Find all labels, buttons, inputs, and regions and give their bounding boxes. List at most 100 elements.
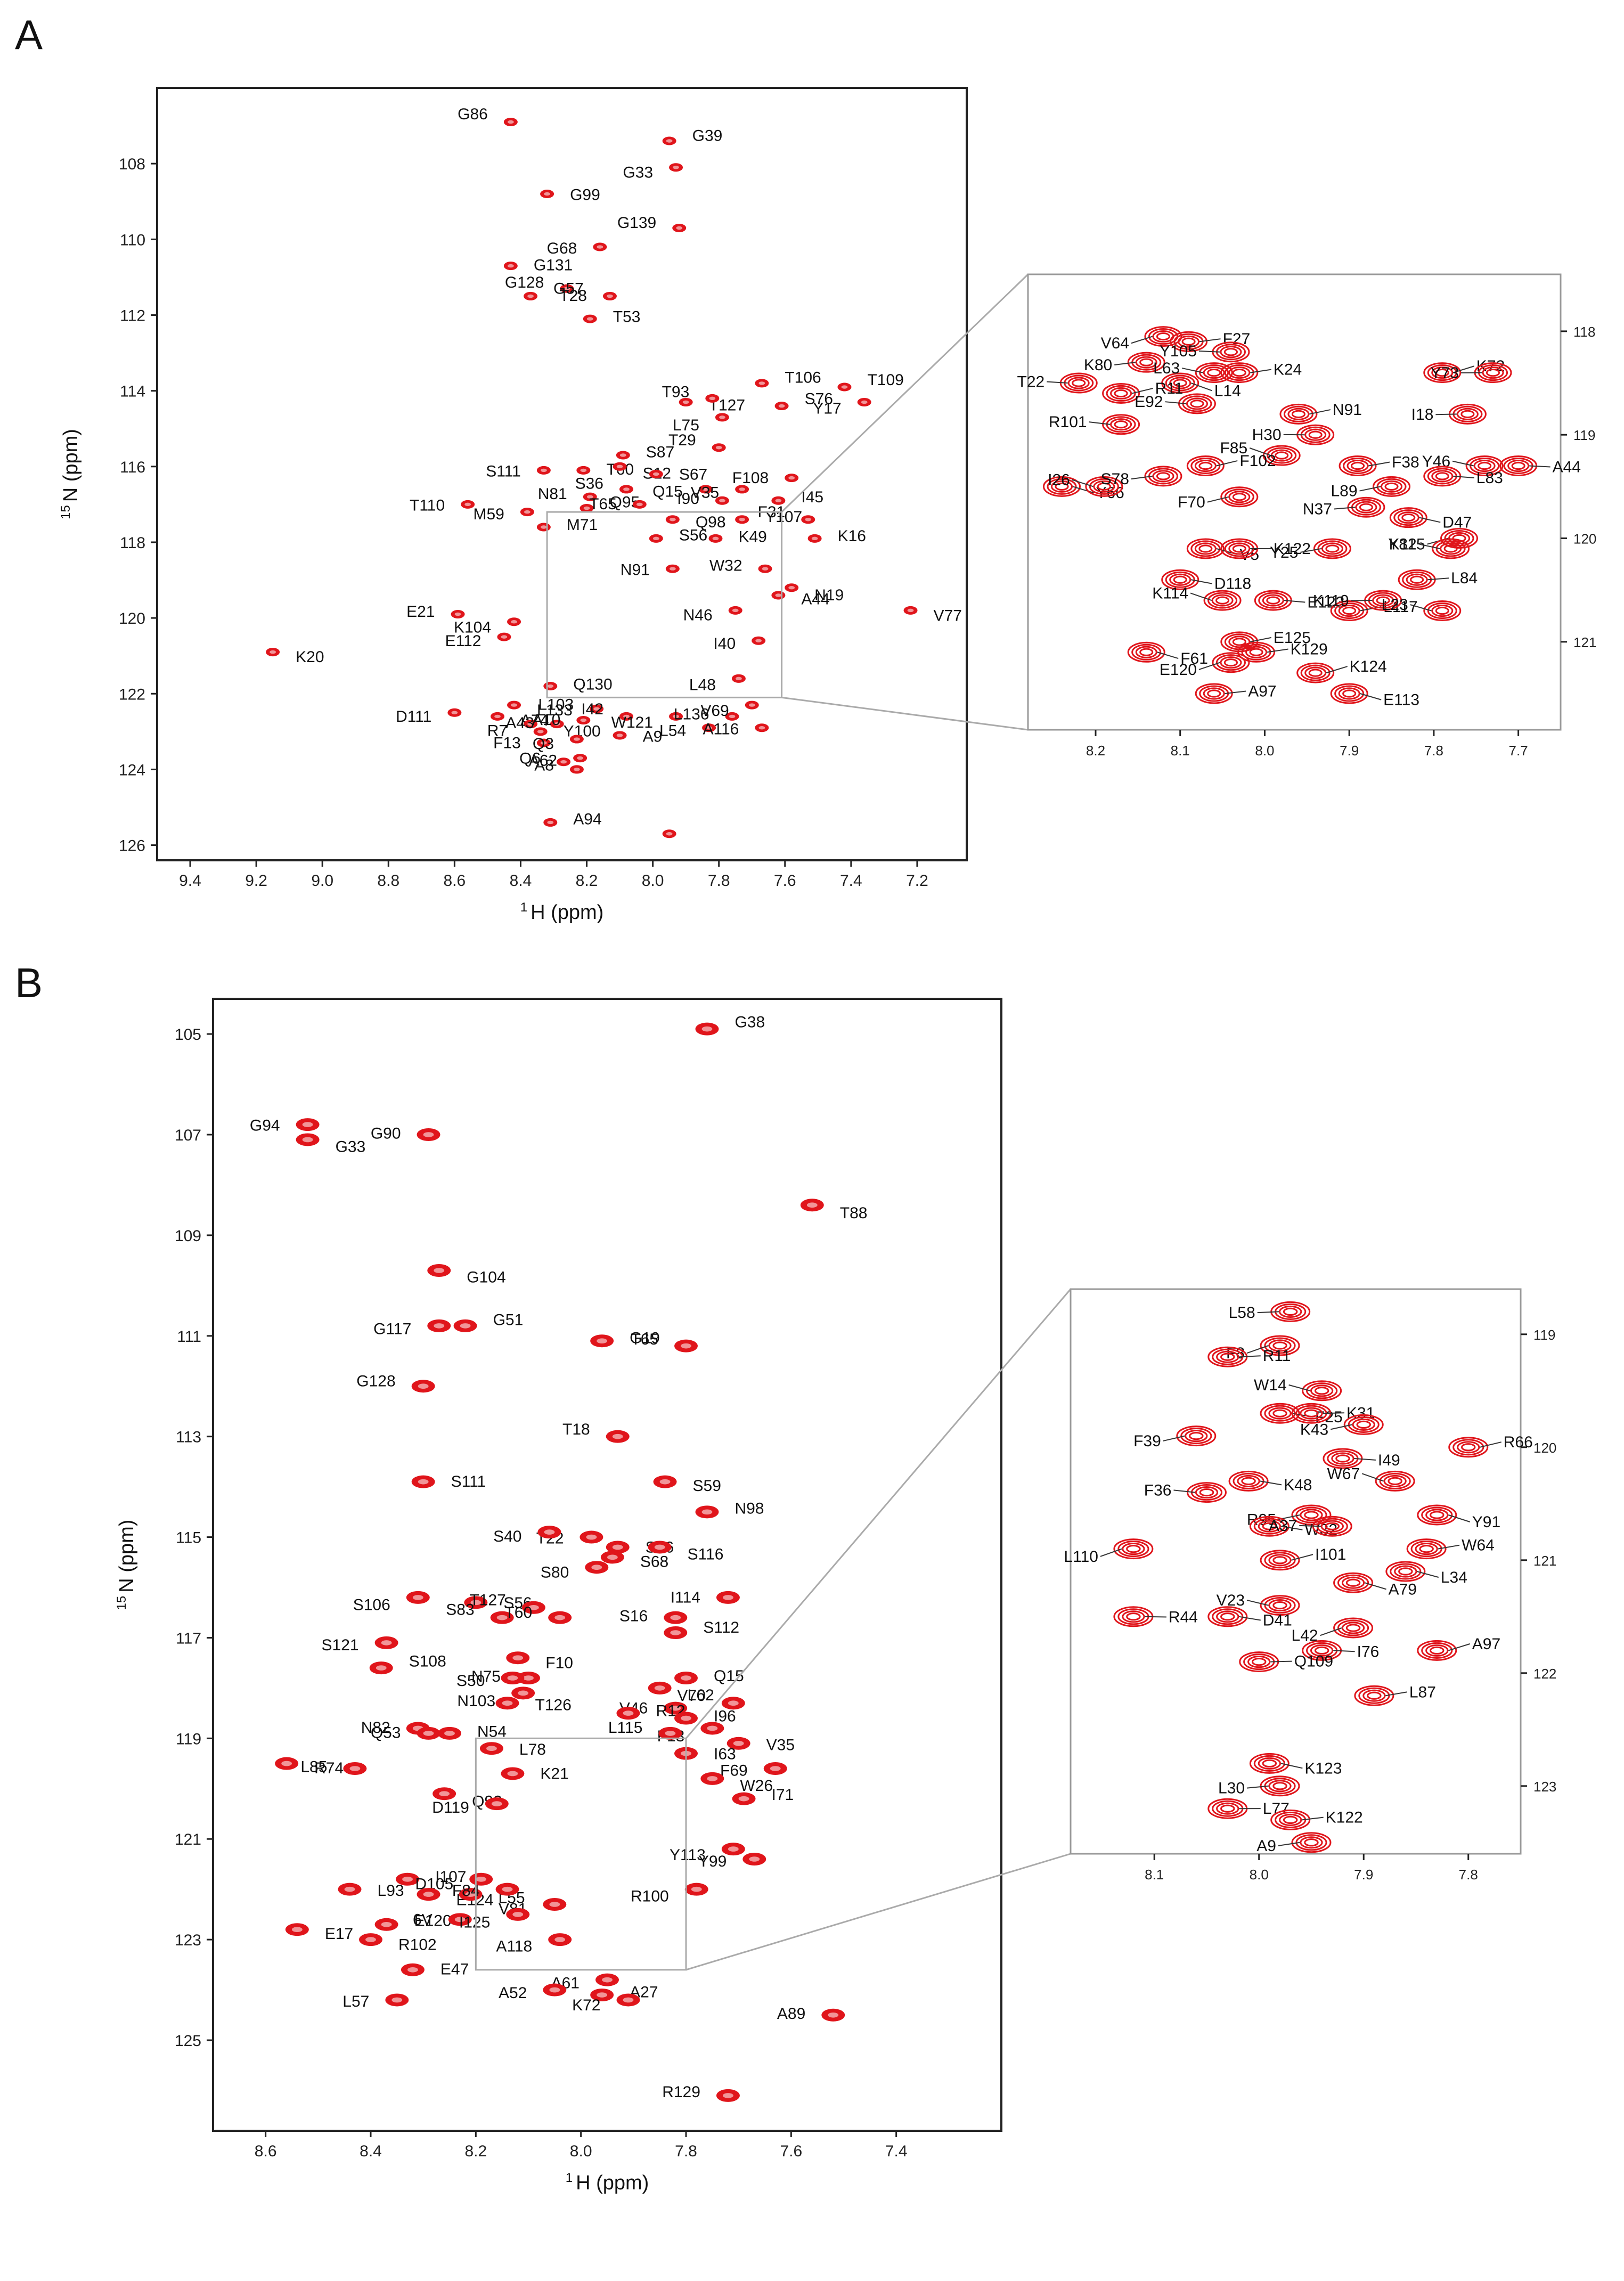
peak: I125 (459, 1908, 530, 1931)
peak-leader (1300, 548, 1322, 553)
peak: I40 (713, 635, 766, 653)
peak-contour-ring (1358, 1687, 1390, 1704)
peak-label: E113 (1383, 691, 1419, 709)
peak-leader (1100, 1548, 1122, 1557)
peak-contour-ring (1376, 596, 1390, 605)
peak-contour-ring (1431, 604, 1454, 617)
peak-contour-ring (1300, 1407, 1323, 1420)
peak-contour-inner (365, 1937, 376, 1942)
x-tick-label: 7.8 (708, 872, 730, 890)
peak: K20 (266, 648, 324, 666)
peak-label: M59 (473, 506, 504, 523)
peak-contour-inner (574, 768, 580, 771)
peak-label: L93 (378, 1882, 404, 1900)
peak: A116 (703, 720, 769, 738)
peak: L83 (1423, 466, 1503, 487)
peak-contour-inner (486, 1746, 497, 1752)
peak: Q109 (1239, 1651, 1333, 1673)
peak-contour-inner (423, 1892, 434, 1897)
peak-label: A10 (532, 711, 560, 729)
peak-contour-ring (1379, 1472, 1411, 1489)
peak-contour-ring (1341, 1622, 1365, 1634)
peak-leader (1452, 460, 1474, 467)
peak: D41 (1207, 1606, 1292, 1629)
peak-contour-ring (1419, 1544, 1434, 1553)
peak-contour-inner (454, 612, 461, 616)
peak: I63 (674, 1745, 736, 1763)
peak-label: A37 (1269, 1517, 1297, 1535)
peak-contour-inner (547, 820, 554, 825)
peak: E112 (445, 632, 511, 650)
peak-label: R44 (1169, 1608, 1198, 1626)
peak-contour-ring (1295, 1506, 1327, 1524)
peak-label: N75 (471, 1668, 501, 1685)
peak-contour-ring (1186, 538, 1225, 559)
peak-label: N98 (735, 1500, 764, 1517)
peak-label: V77 (934, 607, 962, 624)
peak-contour-inner (706, 726, 712, 730)
peak: T109 (837, 371, 904, 392)
peak-label: K16 (838, 527, 866, 545)
peak-contour-inner (619, 453, 626, 457)
peak-leader (1047, 381, 1068, 384)
peak-label: K21 (540, 1765, 568, 1783)
peak-label: G104 (467, 1269, 505, 1286)
peak-contour-ring (1241, 1477, 1256, 1486)
peak: G86 (458, 105, 518, 126)
peak: L110 (1064, 1538, 1154, 1566)
peak-label: K104 (454, 618, 491, 636)
peak-contour-inner (291, 1927, 303, 1933)
peak-label: R129 (662, 2083, 700, 2101)
peak-contour-ring (1176, 1425, 1217, 1447)
peak: R100 (631, 1883, 708, 1905)
peak-contour-inner (719, 499, 725, 502)
y-tick-label: 121 (175, 1831, 201, 1848)
peak-label: S112 (703, 1619, 739, 1636)
peak-label: L110 (1064, 1548, 1098, 1566)
peak-contour-ring (1249, 1753, 1290, 1774)
peak-contour-ring (1264, 1405, 1296, 1422)
peak-label: T109 (867, 371, 903, 389)
peak-label: T126 (535, 1697, 572, 1714)
peak-contour-inner (381, 1640, 392, 1645)
peak-label: E125 (1274, 629, 1311, 647)
peak-label: Y105 (1160, 343, 1197, 360)
peak-leader (1452, 365, 1475, 373)
peak-contour-ring (1047, 478, 1077, 495)
peak-label: T28 (559, 287, 587, 305)
peak-contour-ring (1260, 1403, 1300, 1424)
peak-leader (1331, 1424, 1352, 1430)
peak: N98 (695, 1500, 764, 1519)
peak-leader (1419, 517, 1441, 523)
peak-leader (1333, 1650, 1355, 1652)
peak: F70 (1178, 486, 1259, 511)
peak-contour-inner (723, 1595, 733, 1600)
peak-contour-inner (602, 1977, 613, 1983)
x-tick-label: 8.2 (1086, 743, 1105, 759)
peak-label: L58 (1229, 1304, 1255, 1322)
peak-contour-inner (507, 120, 514, 124)
peak-contour-ring (1113, 1538, 1154, 1560)
peak: G139 (617, 214, 687, 232)
peak-label: H30 (1252, 426, 1282, 444)
peak-label: F108 (732, 469, 769, 487)
inset-frame (1070, 1288, 1522, 1855)
peak-contour-ring (1180, 1428, 1212, 1445)
peak-label: N91 (621, 561, 650, 579)
peak-label: L30 (1218, 1780, 1245, 1797)
peak: R12 (616, 1702, 685, 1720)
peak-contour-ring (1126, 1612, 1141, 1621)
peak-label: L133 (537, 702, 573, 719)
peak-label: I45 (801, 488, 823, 506)
peak-contour-ring (1330, 683, 1368, 704)
peak-label: R74 (314, 1759, 344, 1777)
panel-label-a: A (15, 11, 43, 58)
peak-contour-ring (1216, 1610, 1239, 1623)
peak-leader (1181, 368, 1204, 373)
peak-contour-inner (623, 1710, 634, 1716)
peak-label: N19 (814, 586, 844, 604)
peak-contour-ring (1268, 1339, 1292, 1352)
peak-contour-inner (775, 499, 782, 502)
peak-contour-ring (1272, 1601, 1287, 1610)
x-tick-label: 8.2 (464, 2142, 487, 2160)
